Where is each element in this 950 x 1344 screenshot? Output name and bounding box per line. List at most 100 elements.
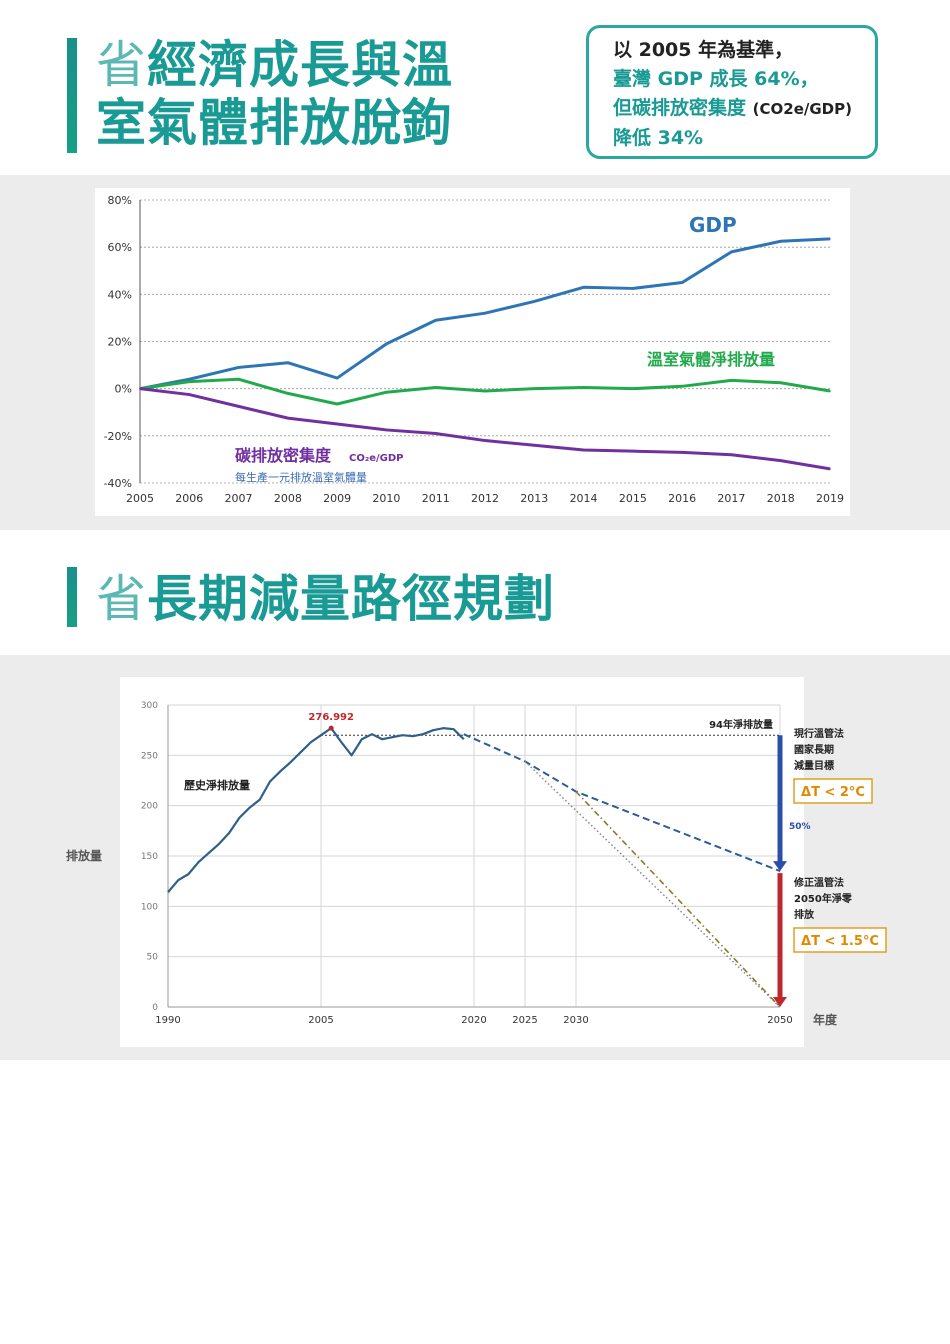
chart1-xtick-label: 2009 xyxy=(323,492,351,505)
chart1-ytick-label: 80% xyxy=(108,194,132,207)
chart2-historical-line xyxy=(167,727,465,893)
chart1-point xyxy=(632,287,634,290)
chart1-xtick-label: 2019 xyxy=(816,492,844,505)
chart1-point xyxy=(533,387,536,390)
chart2-annotation-bottom-line: 排放 xyxy=(794,908,815,921)
chart2-ytick-label: 50 xyxy=(147,953,159,963)
info-box: 以 2005 年為基準， 臺灣 GDP 成長 64%， 但碳排放密集度 (CO2… xyxy=(586,25,878,159)
chart1-point xyxy=(434,386,437,389)
chart2-path-netzero-dotted xyxy=(524,760,781,1008)
chart2-xtick-label: 2005 xyxy=(308,1015,333,1026)
chart1-ytick-label: -40% xyxy=(104,477,132,490)
chart1-point xyxy=(287,417,289,419)
chart1-xtick-label: 2018 xyxy=(767,492,795,505)
chart1-xtick-label: 2015 xyxy=(619,492,647,505)
chart2-ytick-label: 100 xyxy=(141,902,158,912)
chart2-ytick-label: 200 xyxy=(141,802,158,812)
chart1-ytick-label: 0% xyxy=(115,383,132,396)
info-line3-small: (CO2e/GDP) xyxy=(752,100,852,118)
chart1-point xyxy=(139,387,141,390)
chart1-point xyxy=(336,403,338,405)
chart1-legend-gdp: GDP xyxy=(689,213,737,237)
chart1-point xyxy=(484,390,486,392)
chart1-point xyxy=(533,300,536,303)
chart1-point xyxy=(237,366,240,369)
chart2-annotation-top-box xyxy=(793,778,873,804)
chart2-peak-point xyxy=(328,725,334,731)
chart1-legend-intensity: 碳排放密集度 xyxy=(235,446,332,465)
chart2-annotation-bottom-line: 2050年淨零 xyxy=(794,892,853,905)
chart1-point xyxy=(582,449,585,451)
chart1-point xyxy=(681,451,683,454)
chart1-point xyxy=(434,432,437,435)
chart1-ytick-label: 20% xyxy=(108,336,132,349)
chart2-historical-label: 歷史淨排放量 xyxy=(184,778,250,792)
chart1-point xyxy=(287,361,289,364)
chart2-path-current xyxy=(463,733,781,873)
chart2-ytick-label: 300 xyxy=(141,701,158,711)
chart2-ytick-label: 0 xyxy=(152,1003,158,1013)
chart2-xtick-label: 2050 xyxy=(767,1015,792,1026)
section1-title-lead: 省 xyxy=(96,36,147,94)
chart1-legend-intensity-unit: CO₂e/GDP xyxy=(349,453,404,464)
chart1-xtick-label: 2010 xyxy=(372,492,400,505)
chart1-point xyxy=(730,379,733,382)
chart1-xtick-label: 2016 xyxy=(668,492,696,505)
chart1-point xyxy=(385,429,388,431)
chart1-point xyxy=(434,319,437,322)
chart2-path-netzero-dashdot xyxy=(575,791,781,1008)
chart1-ytick-label: 40% xyxy=(108,288,132,301)
chart1-point xyxy=(779,459,782,462)
info-line3: 但碳排放密集度 (CO2e/GDP) xyxy=(613,94,875,124)
chart1-point xyxy=(681,281,683,284)
chart1-point xyxy=(730,251,733,253)
info-line4: 降低 34% xyxy=(613,127,704,149)
chart1-point xyxy=(829,238,831,240)
chart1-point xyxy=(188,378,191,381)
chart1-point xyxy=(385,391,388,394)
chart2-ytick-label: 150 xyxy=(141,852,158,862)
chart1-xtick-label: 2006 xyxy=(175,492,203,505)
chart1-point xyxy=(632,450,634,452)
info-line2: 臺灣 GDP 成長 64%， xyxy=(613,68,819,90)
chart2-annotation-top-box-text: ΔT < 2°C xyxy=(801,785,865,800)
chart2-card xyxy=(120,677,804,1047)
chart2-svg: 0 50 100 150 200 250 300 1990 2005 2020 2025 2030 20… xyxy=(66,677,887,1047)
chart1-ytick-label: -20% xyxy=(104,430,132,443)
section2-title-lead: 省 xyxy=(96,570,147,628)
chart1-point xyxy=(582,286,585,289)
chart1-card: -40% -20% 0% 20% 40% 60% 80% 2005 2006 2007 2008 20… xyxy=(95,188,850,516)
chart2-xtick-label: 2020 xyxy=(461,1015,486,1026)
chart1-legend-intensity-note: 每生產一元排放溫室氣體量 xyxy=(235,470,367,484)
chart1-point xyxy=(287,392,289,395)
chart1-xtick-label: 2007 xyxy=(225,492,253,505)
section2-accent-bar xyxy=(67,567,77,627)
chart1-point xyxy=(484,439,486,442)
chart1-point xyxy=(730,453,733,456)
chart1-point xyxy=(188,393,191,396)
info-line3-main: 但碳排放密集度 xyxy=(613,97,747,119)
section1-title: 省經濟成長與溫 室氣體排放脫鉤 xyxy=(96,36,453,152)
chart1-legend-ghg: 溫室氣體淨排放量 xyxy=(647,350,775,369)
chart1-xtick-label: 2012 xyxy=(471,492,499,505)
chart1-svg: -40% -20% 0% 20% 40% 60% 80% 2005 2006 2007 2008 20… xyxy=(104,194,844,505)
chart1-point xyxy=(829,390,831,392)
chart1-point xyxy=(533,444,536,447)
chart2-xtick-label: 2030 xyxy=(563,1015,588,1026)
chart1-xtick-label: 2017 xyxy=(717,492,745,505)
chart2-xtick-label: 2025 xyxy=(512,1015,537,1026)
chart1-point xyxy=(336,423,338,425)
chart2-arrow-blue-label: 50% xyxy=(789,822,811,832)
chart2-annotation-top-line: 減量目標 xyxy=(794,759,834,772)
chart1-point xyxy=(484,312,486,314)
chart2-baseline-label: 94年淨排放量 xyxy=(709,718,773,731)
chart2-xlabel: 年度 xyxy=(813,1012,838,1027)
chart2-arrow-red-head xyxy=(773,997,787,1007)
chart1-point xyxy=(681,385,683,388)
chart1-xtick-label: 2013 xyxy=(520,492,548,505)
chart2-arrow-blue-head xyxy=(773,861,787,872)
chart1-point xyxy=(779,240,782,243)
section2-title: 省長期減量路徑規劃 xyxy=(96,570,555,628)
chart1-xtick-label: 2011 xyxy=(422,492,450,505)
chart1-point xyxy=(336,377,338,379)
